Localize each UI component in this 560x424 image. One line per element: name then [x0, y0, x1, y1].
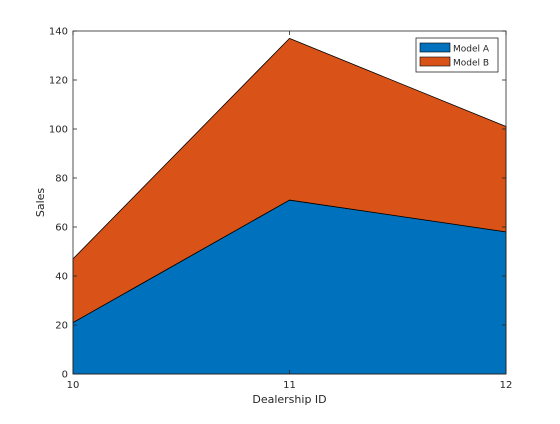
y-tick-label: 80: [55, 174, 68, 185]
y-tick-label: 40: [55, 272, 68, 283]
x-tick-label: 12: [500, 380, 513, 391]
x-axis-label: Dealership ID: [252, 393, 326, 406]
legend-swatch: [419, 42, 451, 53]
y-tick-label: 60: [55, 223, 68, 234]
y-axis-label: Sales: [34, 188, 47, 218]
y-tick-label: 100: [49, 125, 68, 136]
y-tick-label: 120: [49, 76, 68, 87]
y-tick-label: 0: [62, 370, 68, 381]
legend-swatch: [419, 56, 451, 67]
x-tick-label: 11: [283, 380, 296, 391]
x-tick-label: 10: [67, 380, 80, 391]
legend: Model A Model B: [415, 37, 499, 73]
y-tick-label: 140: [49, 27, 68, 38]
y-tick-label: 20: [55, 321, 68, 332]
legend-label: Model B: [453, 59, 489, 69]
legend-label: Model A: [453, 45, 490, 55]
